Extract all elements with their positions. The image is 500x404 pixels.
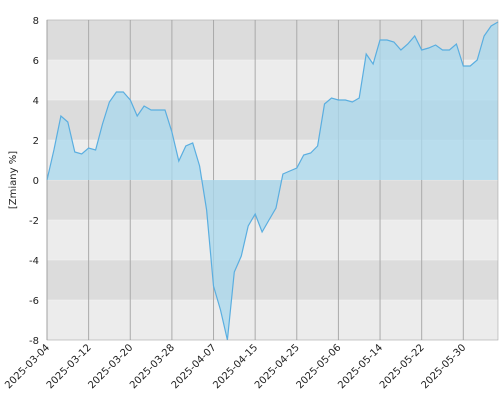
y-tick-label: 0 [33, 176, 39, 187]
x-tick-label: 2025-05-30 [420, 342, 469, 391]
y-tick-label: 6 [33, 56, 39, 67]
y-tick-label: -4 [29, 256, 39, 267]
y-tick-label: 8 [33, 16, 39, 27]
y-tick-label: -2 [29, 216, 39, 227]
grid-band [47, 260, 498, 300]
y-tick-label: -6 [29, 296, 39, 307]
y-axis-label: [Zmiany %] [8, 151, 19, 209]
area [47, 22, 498, 340]
grid-band [47, 300, 498, 340]
y-tick-label: 2 [33, 136, 39, 147]
y-tick-label: -8 [29, 336, 39, 347]
line [46, 21, 499, 341]
plot-border [46, 19, 499, 341]
y-tick-label: 4 [33, 96, 39, 107]
grid-band [47, 220, 498, 260]
